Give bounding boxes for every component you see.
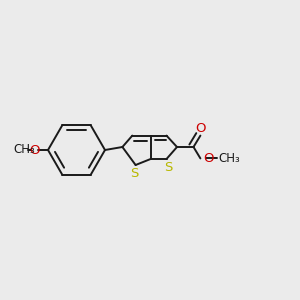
Text: O: O (203, 152, 213, 165)
Text: S: S (164, 160, 172, 174)
Text: CH₃: CH₃ (13, 143, 35, 156)
Text: S: S (130, 167, 138, 180)
Text: O: O (29, 143, 40, 157)
Text: CH₃: CH₃ (218, 152, 240, 165)
Text: O: O (195, 122, 206, 136)
